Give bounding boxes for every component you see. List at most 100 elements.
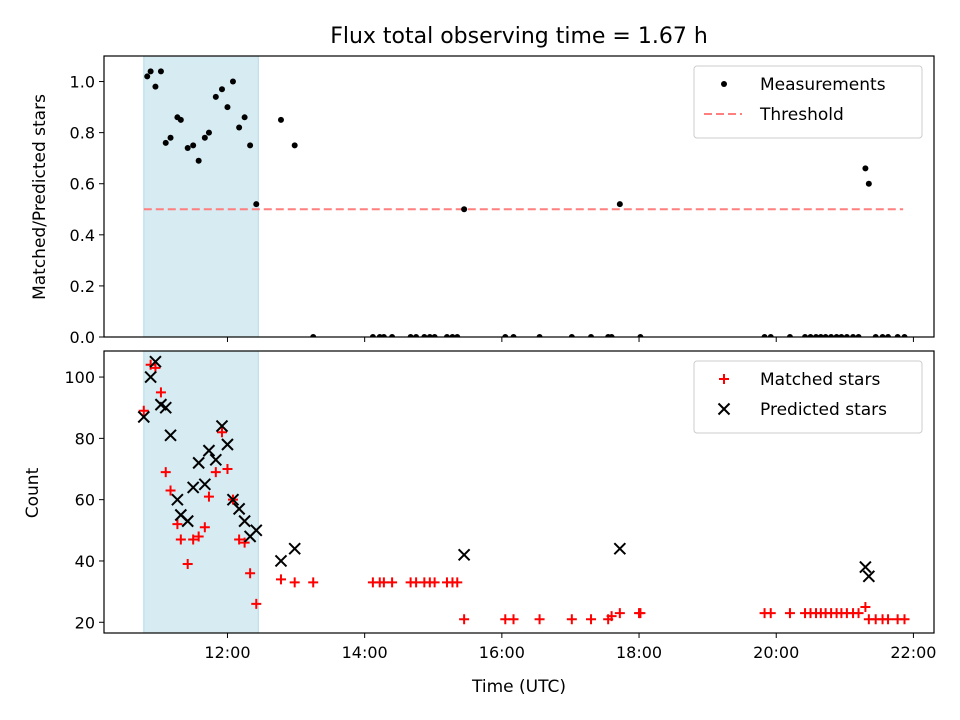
measurement-point bbox=[144, 73, 151, 80]
measurement-point bbox=[879, 334, 886, 337]
measurement-point bbox=[291, 142, 298, 149]
predicted-point bbox=[164, 429, 177, 442]
measurement-point bbox=[828, 334, 835, 337]
predicted-point bbox=[181, 514, 194, 528]
measurement-point bbox=[850, 334, 857, 337]
predicted-point bbox=[288, 542, 301, 555]
ratio-y-tick-label: 1.0 bbox=[70, 73, 95, 92]
measurement-point bbox=[236, 124, 243, 131]
measurement-point bbox=[389, 334, 396, 337]
measurement-point bbox=[449, 334, 456, 337]
predicted-point bbox=[221, 438, 234, 451]
measurement-point bbox=[822, 334, 829, 337]
matched-point bbox=[172, 519, 183, 530]
matched-point bbox=[199, 522, 210, 533]
predicted-point bbox=[171, 493, 184, 506]
matched-point bbox=[860, 601, 871, 612]
measurement-point bbox=[224, 104, 231, 111]
predicted-point bbox=[862, 570, 876, 583]
measurement-point bbox=[201, 134, 208, 141]
measurement-point bbox=[407, 334, 414, 337]
measurement-point bbox=[369, 334, 376, 337]
measurement-point bbox=[247, 142, 254, 149]
count-y-tick-label: 80 bbox=[75, 429, 95, 448]
measurement-point bbox=[761, 334, 768, 337]
x-tick-label: 22:00 bbox=[890, 643, 936, 662]
x-tick-label: 18:00 bbox=[616, 643, 662, 662]
measurement-point bbox=[865, 180, 872, 187]
matched-point bbox=[784, 608, 795, 619]
measurement-point bbox=[502, 334, 509, 337]
predicted-point bbox=[198, 478, 212, 491]
legend-matched-marker bbox=[719, 374, 729, 384]
measurement-point bbox=[157, 68, 164, 75]
matched-point bbox=[308, 577, 319, 588]
measurement-point bbox=[413, 334, 420, 337]
matched-point bbox=[387, 577, 398, 588]
ratio-y-tick-label: 0.8 bbox=[70, 124, 95, 143]
measurement-point bbox=[637, 334, 644, 337]
matched-point bbox=[429, 577, 440, 588]
ratio-y-tick-label: 0.2 bbox=[70, 277, 95, 296]
legend-label: Measurements bbox=[760, 75, 886, 95]
count-legend-box bbox=[693, 360, 923, 434]
predicted-point bbox=[202, 444, 216, 457]
measurement-point bbox=[855, 334, 862, 337]
measurement-point bbox=[177, 116, 184, 123]
measurement-point bbox=[767, 334, 774, 337]
measurement-point bbox=[380, 334, 387, 337]
measurement-point bbox=[510, 334, 517, 337]
measurement-point bbox=[421, 334, 428, 337]
predicted-point bbox=[215, 419, 229, 433]
matched-point bbox=[234, 534, 245, 545]
predicted-point bbox=[250, 524, 263, 537]
ratio-legend-box bbox=[693, 65, 923, 139]
measurement-point bbox=[786, 334, 793, 337]
matched-point bbox=[508, 614, 519, 625]
count-panel: 20 40 60 80 100 12:00 14:00 16:00 18:00 20:00 22:0… bbox=[64, 350, 936, 662]
predicted-point bbox=[274, 554, 288, 568]
measurement-point bbox=[813, 334, 820, 337]
predicted-point bbox=[192, 456, 205, 470]
measurement-point bbox=[872, 334, 879, 337]
predicted-point bbox=[859, 560, 872, 574]
legend-predicted-marker bbox=[717, 402, 731, 416]
count-series-matched bbox=[138, 359, 910, 625]
matched-point bbox=[188, 534, 199, 545]
count-y-tick-label: 40 bbox=[75, 552, 95, 571]
matched-point bbox=[765, 608, 776, 619]
ratio-panel: 0.0 0.2 0.4 0.6 0.8 1.0 Measurements Threshold bbox=[70, 55, 935, 347]
legend-measurement-marker bbox=[721, 81, 727, 87]
matched-point bbox=[883, 614, 894, 625]
count-y-tick-label: 100 bbox=[64, 368, 95, 387]
matched-point bbox=[289, 577, 300, 588]
matched-point bbox=[614, 608, 625, 619]
predicted-point bbox=[144, 370, 157, 384]
ratio-legend: Measurements Threshold bbox=[693, 65, 923, 139]
matched-point bbox=[216, 427, 227, 438]
matched-point bbox=[193, 531, 204, 542]
measurement-point bbox=[817, 334, 824, 337]
measurement-point bbox=[838, 334, 845, 337]
measurement-point bbox=[205, 129, 212, 136]
measurement-point bbox=[195, 157, 202, 164]
predicted-point bbox=[137, 410, 150, 424]
count-highlight-span bbox=[143, 351, 259, 633]
measurement-point bbox=[885, 334, 892, 337]
measurement-point bbox=[162, 139, 169, 146]
matched-point bbox=[251, 598, 262, 609]
measurement-point bbox=[443, 334, 450, 337]
measurement-point bbox=[431, 334, 438, 337]
matched-point bbox=[853, 608, 864, 619]
matched-point bbox=[175, 534, 186, 545]
measurement-point bbox=[461, 206, 468, 213]
count-y-tick-label: 20 bbox=[75, 613, 95, 632]
measurement-point bbox=[184, 144, 191, 151]
predicted-point bbox=[226, 493, 240, 506]
predicted-point bbox=[149, 355, 162, 368]
measurement-point bbox=[807, 334, 814, 337]
matched-point bbox=[534, 614, 545, 625]
measurement-point bbox=[616, 201, 623, 208]
legend-label: Predicted stars bbox=[760, 400, 887, 420]
